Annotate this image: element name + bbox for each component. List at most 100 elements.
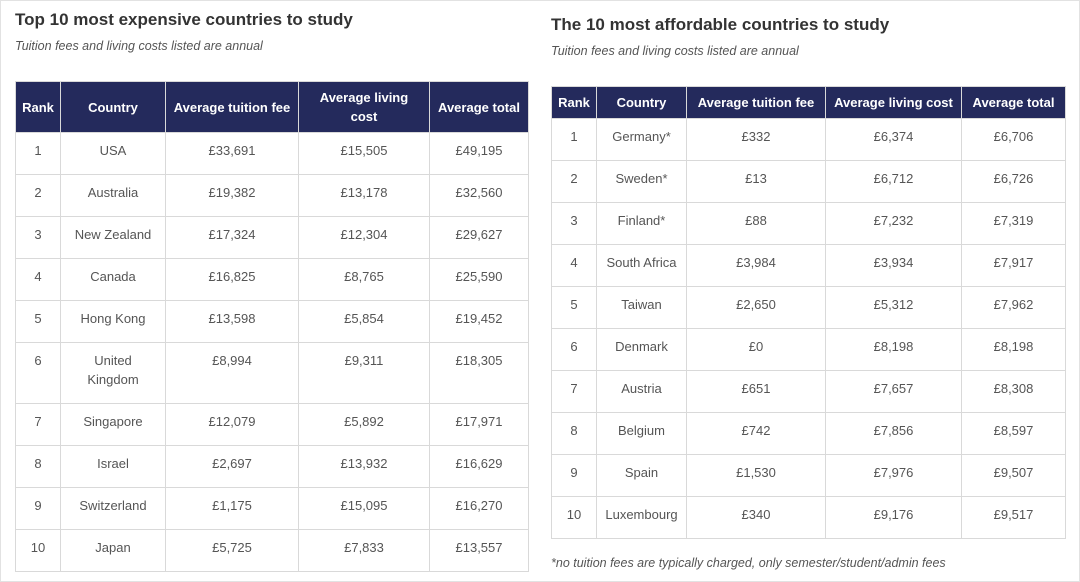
- table-row: 7 Austria £651 £7,657 £8,308: [551, 370, 1066, 413]
- tuition-cell: £742: [686, 412, 826, 455]
- total-cell: £25,590: [429, 258, 529, 301]
- expensive-subtitle: Tuition fees and living costs listed are…: [15, 39, 263, 53]
- rank-cell: 7: [15, 403, 61, 446]
- header-rank: Rank: [551, 86, 597, 119]
- living-cell: £12,304: [298, 216, 430, 259]
- living-cell: £7,856: [825, 412, 962, 455]
- country-cell: Spain: [596, 454, 687, 497]
- country-cell: Belgium: [596, 412, 687, 455]
- header-tuition: Average tuition fee: [165, 81, 299, 133]
- table-row: 1 USA £33,691 £15,505 £49,195: [15, 132, 529, 175]
- total-cell: £7,319: [961, 202, 1066, 245]
- living-cell: £5,854: [298, 300, 430, 343]
- table-row: 1 Germany* £332 £6,374 £6,706: [551, 118, 1066, 161]
- tuition-cell: £13,598: [165, 300, 299, 343]
- tuition-cell: £2,697: [165, 445, 299, 488]
- table-row: 5 Taiwan £2,650 £5,312 £7,962: [551, 286, 1066, 329]
- living-cell: £7,976: [825, 454, 962, 497]
- living-cell: £15,095: [298, 487, 430, 530]
- country-cell: Israel: [60, 445, 166, 488]
- table-row: 3 New Zealand £17,324 £12,304 £29,627: [15, 216, 529, 259]
- tuition-cell: £5,725: [165, 529, 299, 572]
- expensive-title: Top 10 most expensive countries to study: [15, 10, 353, 29]
- country-cell: Canada: [60, 258, 166, 301]
- tuition-cell: £1,175: [165, 487, 299, 530]
- total-cell: £13,557: [429, 529, 529, 572]
- living-cell: £7,833: [298, 529, 430, 572]
- expensive-header-row: Rank Country Average tuition fee Average…: [15, 81, 529, 133]
- rank-cell: 2: [551, 160, 597, 203]
- living-cell: £13,178: [298, 174, 430, 217]
- country-cell: Japan: [60, 529, 166, 572]
- rank-cell: 8: [551, 412, 597, 455]
- country-cell: Taiwan: [596, 286, 687, 329]
- living-cell: £6,374: [825, 118, 962, 161]
- total-cell: £19,452: [429, 300, 529, 343]
- total-cell: £7,917: [961, 244, 1066, 287]
- table-row: 5 Hong Kong £13,598 £5,854 £19,452: [15, 300, 529, 343]
- country-cell: United Kingdom: [60, 342, 166, 404]
- country-cell: Austria: [596, 370, 687, 413]
- living-cell: £9,311: [298, 342, 430, 404]
- country-cell: Germany*: [596, 118, 687, 161]
- tuition-cell: £13: [686, 160, 826, 203]
- affordable-subtitle: Tuition fees and living costs listed are…: [551, 44, 799, 58]
- rank-cell: 1: [15, 132, 61, 175]
- country-cell: South Africa: [596, 244, 687, 287]
- header-tuition: Average tuition fee: [686, 86, 826, 119]
- rank-cell: 5: [15, 300, 61, 343]
- expensive-table: Rank Country Average tuition fee Average…: [15, 81, 529, 572]
- tuition-cell: £16,825: [165, 258, 299, 301]
- tuition-cell: £0: [686, 328, 826, 371]
- living-cell: £6,712: [825, 160, 962, 203]
- rank-cell: 1: [551, 118, 597, 161]
- rank-cell: 3: [15, 216, 61, 259]
- country-cell: Australia: [60, 174, 166, 217]
- rank-cell: 10: [15, 529, 61, 572]
- living-cell: £15,505: [298, 132, 430, 175]
- tuition-cell: £332: [686, 118, 826, 161]
- affordable-footnote: *no tuition fees are typically charged, …: [551, 556, 946, 570]
- tuition-cell: £88: [686, 202, 826, 245]
- total-cell: £29,627: [429, 216, 529, 259]
- header-country: Country: [596, 86, 687, 119]
- living-cell: £13,932: [298, 445, 430, 488]
- tuition-cell: £17,324: [165, 216, 299, 259]
- rank-cell: 8: [15, 445, 61, 488]
- total-cell: £7,962: [961, 286, 1066, 329]
- header-total: Average total: [961, 86, 1066, 119]
- rank-cell: 4: [15, 258, 61, 301]
- country-cell: USA: [60, 132, 166, 175]
- table-row: 4 South Africa £3,984 £3,934 £7,917: [551, 244, 1066, 287]
- tuition-cell: £8,994: [165, 342, 299, 404]
- country-cell: Sweden*: [596, 160, 687, 203]
- living-cell: £7,232: [825, 202, 962, 245]
- total-cell: £8,597: [961, 412, 1066, 455]
- rank-cell: 9: [551, 454, 597, 497]
- living-cell: £7,657: [825, 370, 962, 413]
- header-living: Average living cost: [298, 81, 430, 133]
- total-cell: £49,195: [429, 132, 529, 175]
- country-cell: Hong Kong: [60, 300, 166, 343]
- total-cell: £6,706: [961, 118, 1066, 161]
- total-cell: £8,198: [961, 328, 1066, 371]
- tuition-cell: £340: [686, 496, 826, 539]
- affordable-title: The 10 most affordable countries to stud…: [551, 15, 890, 34]
- table-row: 9 Spain £1,530 £7,976 £9,507: [551, 454, 1066, 497]
- rank-cell: 2: [15, 174, 61, 217]
- rank-cell: 3: [551, 202, 597, 245]
- total-cell: £9,507: [961, 454, 1066, 497]
- total-cell: £17,971: [429, 403, 529, 446]
- country-cell: Singapore: [60, 403, 166, 446]
- header-living: Average living cost: [825, 86, 962, 119]
- table-row: 10 Japan £5,725 £7,833 £13,557: [15, 529, 529, 572]
- tuition-cell: £2,650: [686, 286, 826, 329]
- total-cell: £8,308: [961, 370, 1066, 413]
- table-row: 2 Sweden* £13 £6,712 £6,726: [551, 160, 1066, 203]
- country-cell: Switzerland: [60, 487, 166, 530]
- living-cell: £5,892: [298, 403, 430, 446]
- table-row: 7 Singapore £12,079 £5,892 £17,971: [15, 403, 529, 446]
- total-cell: £18,305: [429, 342, 529, 404]
- tuition-cell: £12,079: [165, 403, 299, 446]
